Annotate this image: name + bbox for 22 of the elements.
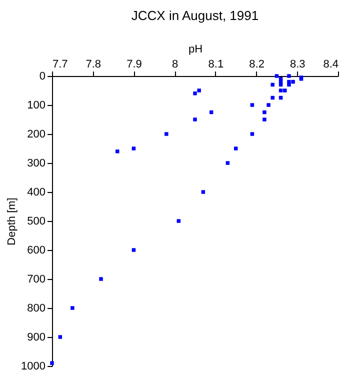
y-tick-label: 0 [39,70,46,82]
y-axis-title: Depth [m] [6,198,18,246]
y-tick-label: 900 [27,332,46,344]
chart-title: JCCX in August, 1991 [131,8,259,23]
x-tick-label: 8.3 [290,58,306,70]
x-tick-label: 7.7 [52,58,68,70]
y-tick-label: 200 [27,128,46,140]
x-tick-label: 7.9 [126,58,142,70]
y-tick-label: 700 [27,274,46,286]
x-tick-label: 8.4 [323,58,338,70]
x-tick-label: 8.2 [249,58,264,70]
x-tick-label: 7.8 [86,58,102,70]
y-tick-label: 500 [27,216,46,228]
y-tick-label: 100 [27,100,46,112]
y-tick-label: 400 [27,186,46,198]
x-axis-title: pH [188,44,203,56]
x-tick-label: 8.1 [208,58,224,70]
x-tick-label: 8 [172,58,178,70]
y-tick-label: 300 [27,158,46,170]
y-tick-label: 1000 [21,360,46,372]
y-tick-label: 800 [27,302,46,314]
y-tick-label: 600 [27,244,46,256]
